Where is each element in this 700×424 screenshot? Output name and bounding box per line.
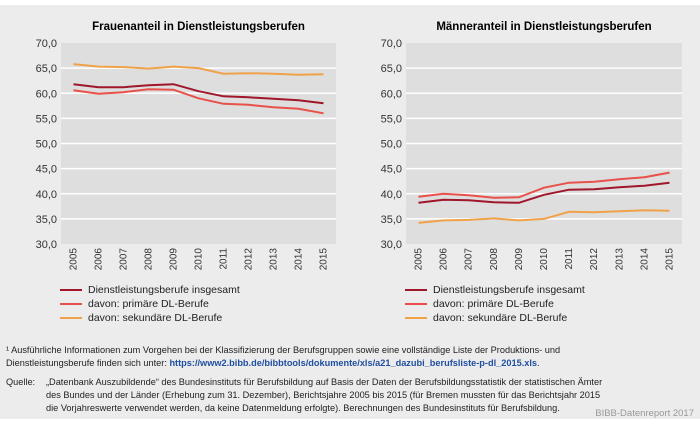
x-tick-label: 2011 (564, 248, 575, 270)
chart-1: Männeranteil in Dienstleistungsberufen 30… (381, 21, 682, 270)
y-tick-label: 60,0 (36, 88, 57, 100)
legend-label: davon: sekundäre DL-Berufe (88, 312, 223, 324)
legend-label: davon: primäre DL-Berufe (88, 298, 209, 310)
x-tick-label: 2015 (664, 248, 675, 271)
brand-label: BIBB-Datenreport 2017 (595, 408, 694, 419)
x-tick-label: 2015 (319, 248, 330, 271)
chart-title: Männeranteil in Dienstleistungsberufen (436, 21, 651, 33)
legend-label: davon: primäre DL-Berufe (433, 298, 554, 310)
y-tick-label: 35,0 (36, 214, 57, 226)
x-tick-label: 2006 (94, 248, 105, 271)
legend-item-primary: davon: primäre DL-Berufe (60, 298, 240, 310)
legend-item-total: Dienstleistungsberufe insgesamt (60, 284, 240, 296)
x-tick-label: 2013 (269, 248, 280, 271)
y-tick-label: 55,0 (381, 113, 402, 125)
y-tick-label: 45,0 (381, 164, 402, 176)
legend-item-secondary: davon: sekundäre DL-Berufe (405, 312, 585, 324)
source-label: Quelle: (6, 377, 36, 387)
y-tick-label: 30,0 (36, 239, 57, 251)
legend-swatch (60, 303, 82, 306)
legend-swatch (405, 303, 427, 306)
legend-swatch (405, 289, 427, 292)
y-tick-label: 70,0 (381, 38, 402, 50)
legend-right: Dienstleistungsberufe insgesamt davon: p… (405, 284, 585, 324)
x-tick-label: 2008 (489, 248, 500, 271)
x-tick-label: 2013 (614, 248, 625, 271)
x-tick-label: 2010 (194, 248, 205, 271)
x-tick-label: 2007 (464, 248, 475, 271)
y-tick-label: 70,0 (36, 38, 57, 50)
x-tick-label: 2009 (169, 248, 180, 271)
legend-item-primary: davon: primäre DL-Berufe (405, 298, 585, 310)
y-tick-label: 50,0 (36, 139, 57, 151)
footnote-text: ¹ Ausführliche Informationen zum Vorgehe… (6, 345, 561, 368)
legend-swatch (60, 289, 82, 292)
x-tick-label: 2010 (539, 248, 550, 271)
footnote: ¹ Ausführliche Informationen zum Vorgehe… (6, 344, 606, 370)
legend-left: Dienstleistungsberufe insgesamt davon: p… (60, 284, 240, 324)
x-tick-label: 2012 (244, 248, 255, 271)
legend-swatch (405, 317, 427, 320)
chart-title: Frauenanteil in Dienstleistungsberufen (92, 21, 305, 33)
legend-label: Dienstleistungsberufe insgesamt (88, 284, 240, 296)
x-tick-label: 2014 (294, 248, 305, 271)
y-tick-label: 55,0 (36, 113, 57, 125)
y-tick-label: 30,0 (381, 239, 402, 251)
y-tick-label: 40,0 (36, 189, 57, 201)
legend-label: Dienstleistungsberufe insgesamt (433, 284, 585, 296)
legend-item-total: Dienstleistungsberufe insgesamt (405, 284, 585, 296)
y-tick-label: 45,0 (36, 164, 57, 176)
chart-0: Frauenanteil in Dienstleistungsberufen 30… (36, 21, 336, 270)
x-tick-label: 2012 (589, 248, 600, 271)
charts: Frauenanteil in Dienstleistungsberufen 30… (36, 21, 682, 270)
source-text: „Datenbank Auszubildende“ des Bundesinst… (46, 377, 603, 413)
x-tick-label: 2008 (144, 248, 155, 271)
y-tick-label: 60,0 (381, 88, 402, 100)
legend-item-secondary: davon: sekundäre DL-Berufe (60, 312, 240, 324)
x-tick-label: 2007 (119, 248, 130, 271)
footnote-end: . (537, 358, 540, 368)
source: Quelle: „Datenbank Auszubildende“ des Bu… (6, 376, 606, 415)
x-tick-label: 2011 (219, 248, 230, 270)
footnote-link[interactable]: https://www2.bibb.de/bibbtools/dokumente… (169, 358, 538, 368)
legend-swatch (60, 317, 82, 320)
x-tick-label: 2009 (514, 248, 525, 271)
x-tick-label: 2005 (69, 248, 80, 271)
y-tick-label: 50,0 (381, 139, 402, 151)
y-tick-label: 35,0 (381, 214, 402, 226)
y-tick-label: 65,0 (381, 63, 402, 75)
x-tick-label: 2006 (439, 248, 450, 271)
x-tick-label: 2014 (639, 248, 650, 271)
y-tick-label: 40,0 (381, 189, 402, 201)
y-tick-label: 65,0 (36, 63, 57, 75)
legend-label: davon: sekundäre DL-Berufe (433, 312, 568, 324)
x-tick-label: 2005 (414, 248, 425, 271)
